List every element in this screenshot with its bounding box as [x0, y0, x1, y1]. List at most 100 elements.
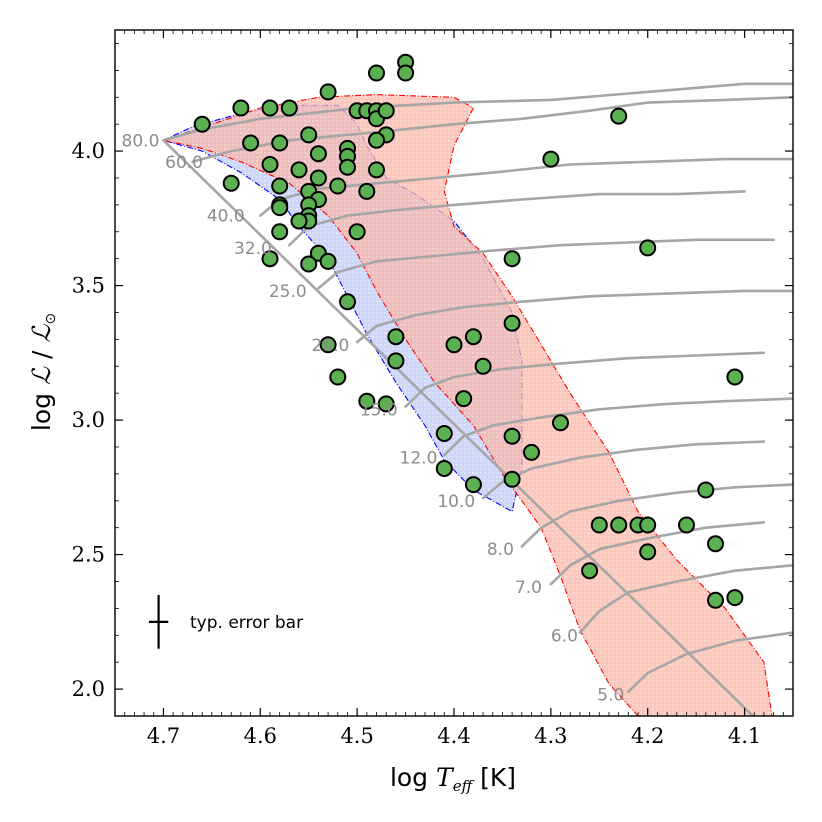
star-marker [581, 562, 599, 580]
star-marker [261, 250, 279, 268]
star-marker [290, 161, 308, 179]
mass-label-12.0: 12.0 [400, 449, 438, 469]
y-tick-label: 2.0 [72, 677, 105, 701]
star-marker [445, 336, 463, 354]
x-tick-label: 4.1 [728, 724, 761, 748]
star-marker [503, 427, 521, 445]
mass-labels: 80.060.0 40.0 32.0 25.0 20.0 15.0 12.0 10.0 8.07… [122, 131, 625, 705]
star-marker [610, 516, 628, 534]
zams-line [162, 139, 755, 716]
error-bar-legend: typ. error bar [148, 594, 303, 649]
track-10.0 [481, 440, 766, 500]
star-marker [271, 134, 289, 152]
star-marker [435, 460, 453, 477]
track-60.0 [191, 96, 793, 164]
star-marker [387, 352, 405, 370]
star-marker [242, 134, 260, 152]
y-tick-label: 4.0 [72, 139, 105, 163]
star-marker [319, 252, 337, 270]
track-6.0 [578, 563, 793, 634]
track-7.0 [549, 520, 766, 586]
error-bar-label: typ. error bar [190, 613, 303, 633]
star-marker [377, 102, 395, 120]
y-tick-label: 3.0 [72, 408, 105, 432]
x-tick-label: 4.7 [147, 724, 180, 748]
star-marker [261, 156, 279, 173]
mass-label-80.0: 80.0 [122, 131, 160, 151]
star-marker [474, 357, 492, 375]
star-marker [193, 115, 211, 133]
star-marker [455, 390, 473, 408]
star-marker [503, 314, 521, 332]
mass-label-7.0: 7.0 [515, 578, 542, 598]
star-marker [552, 414, 569, 432]
star-marker [300, 255, 318, 273]
mass-label-40.0: 40.0 [207, 207, 245, 227]
star-marker [639, 239, 657, 257]
mass-label-6.0: 6.0 [551, 626, 578, 646]
star-marker [271, 223, 289, 241]
track-20.0 [355, 289, 793, 344]
track-8.0 [520, 483, 793, 548]
star-marker [290, 212, 308, 230]
star-marker [329, 177, 347, 195]
star-marker [368, 131, 385, 149]
star-marker [523, 443, 540, 461]
star-marker [222, 174, 240, 192]
star-marker [464, 328, 482, 346]
star-marker [309, 145, 327, 163]
star-marker [503, 250, 521, 268]
evolutionary-tracks [162, 82, 793, 694]
star-marker [726, 589, 744, 607]
star-marker [610, 107, 628, 125]
mass-label-10.0: 10.0 [437, 492, 475, 512]
track-80.0 [162, 82, 793, 142]
star-marker [678, 516, 695, 534]
plot-area [161, 53, 793, 716]
track-40.0 [258, 157, 793, 217]
star-marker [590, 516, 608, 534]
mass-label-20.0: 20.0 [311, 336, 349, 356]
star-marker [397, 64, 415, 82]
mass-label-5.0: 5.0 [597, 686, 624, 706]
star-marker [300, 126, 318, 144]
y-axis-label: log ℒ / ℒ⊙ [27, 313, 59, 431]
y-tick-label: 2.5 [72, 543, 105, 567]
track-12.0 [442, 397, 793, 457]
star-marker [329, 368, 347, 386]
star-marker [368, 161, 385, 179]
star-marker [339, 293, 356, 311]
star-markers [193, 53, 744, 609]
star-marker [280, 99, 298, 117]
star-marker [387, 328, 405, 346]
star-marker [319, 83, 337, 101]
star-marker [707, 535, 724, 553]
mass-label-25.0: 25.0 [269, 282, 307, 302]
star-marker [319, 336, 337, 354]
star-marker [358, 392, 376, 410]
star-marker [348, 223, 366, 241]
star-marker [697, 481, 715, 499]
x-tick-label: 4.3 [534, 724, 567, 748]
track-15.0 [404, 351, 766, 408]
star-marker [707, 591, 724, 609]
x-tick-label: 4.2 [631, 724, 664, 748]
star-marker [503, 470, 521, 488]
y-tick-label: 3.5 [72, 274, 105, 298]
star-marker [368, 64, 385, 82]
x-tick-label: 4.6 [244, 724, 277, 748]
star-marker [464, 476, 482, 494]
star-marker [435, 425, 453, 442]
star-marker [309, 169, 327, 187]
track-5.0 [626, 631, 793, 694]
star-marker [271, 177, 289, 195]
mass-label-15.0: 15.0 [360, 400, 398, 420]
track-32.0 [287, 190, 746, 247]
star-marker [261, 99, 279, 117]
mass-label-8.0: 8.0 [487, 540, 514, 560]
x-axis-label: log Teff [K] [390, 763, 516, 795]
track-25.0 [317, 238, 775, 290]
star-marker [339, 158, 356, 176]
star-marker [726, 368, 744, 386]
